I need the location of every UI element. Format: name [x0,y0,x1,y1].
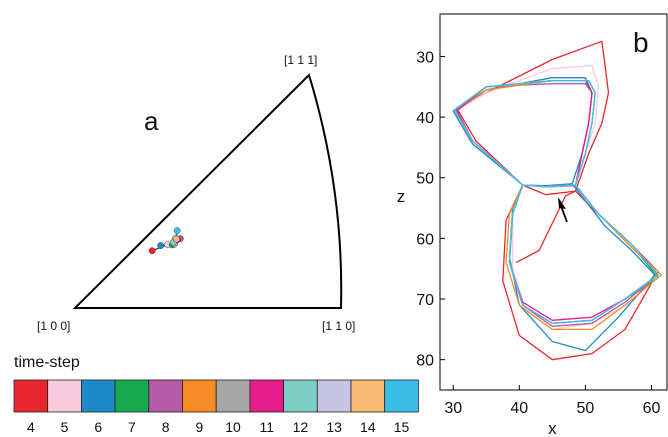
panel-b-label: b [633,27,649,58]
corner-label-100: [1 0 0] [37,319,70,333]
legend-swatch-9 [182,379,217,413]
x-tick-label-50: 50 [576,400,594,417]
x-tick-label-40: 40 [510,400,528,417]
contour-line-15 [453,80,659,324]
legend-label-5: 5 [61,419,69,435]
legend-label-11: 11 [259,419,274,435]
legend-swatch-5 [47,379,82,413]
orientation-point-15 [173,227,181,235]
contour-line-12 [453,80,659,324]
x-axis-label: x [548,419,557,437]
time-step-legend: time-step 4 5 6 7 8 9 10 11 12 13 14 15 [13,354,419,435]
x-tick-label-60: 60 [643,400,661,417]
legend-label-6: 6 [94,419,102,435]
panel-a-label: a [144,106,159,136]
orientation-points [148,227,184,255]
z-tick-label-80: 80 [416,353,434,370]
panel-a-inverse-pole-figure: a [1 1 1] [1 0 0] [1 1 0] [37,53,355,333]
contour-line-10 [453,80,659,324]
contour-line-8 [455,83,659,327]
legend-label-8: 8 [162,419,170,435]
z-tick-label-70: 70 [416,292,434,309]
contour-line-13 [453,80,659,324]
arrow-annotation [558,197,568,223]
contour-line-11 [455,80,659,321]
corner-label-111: [1 1 1] [284,53,317,67]
legend-label-7: 7 [128,419,136,435]
legend-swatch-10 [215,379,251,413]
legend-swatch-15 [384,379,419,413]
stereographic-triangle [72,73,343,309]
contour-line-7 [454,80,659,324]
orientation-point-4 [148,247,156,255]
legend-label-12: 12 [293,419,309,435]
legend-label-4: 4 [27,419,35,435]
contour-line-4 [455,40,659,361]
panel-b-contour-plot: 30 40 50 60 30 40 50 60 70 80 b x z [397,13,668,437]
z-tick-label-50: 50 [416,171,434,188]
legend-label-10: 10 [225,419,241,435]
legend-label-9: 9 [195,419,203,435]
legend-swatch-11 [249,379,284,413]
legend-label-15: 15 [394,419,410,435]
z-tick-label-60: 60 [416,231,434,248]
legend-swatch-8 [148,379,183,413]
contour-line-14 [453,80,659,324]
plot-frame [439,13,668,391]
z-tick-label-40: 40 [416,110,434,127]
legend-swatch-4 [13,379,49,413]
z-tick-label-30: 30 [416,49,434,66]
legend-swatch-13 [316,379,352,413]
contour-line-6 [452,77,656,352]
orientation-point-6 [157,242,165,249]
legend-swatch-7 [114,379,150,413]
z-axis-label: z [397,187,406,206]
legend-swatch-14 [350,379,386,413]
orientation-point-14 [173,235,181,243]
x-tick-label-30: 30 [444,400,462,417]
legend-swatch-6 [81,379,116,413]
contour-line-5 [453,64,659,331]
legend-label-14: 14 [360,419,376,435]
legend-title: time-step [14,354,80,371]
corner-label-110: [1 1 0] [322,319,355,333]
legend-label-13: 13 [326,419,342,435]
legend-swatch-12 [283,379,318,413]
